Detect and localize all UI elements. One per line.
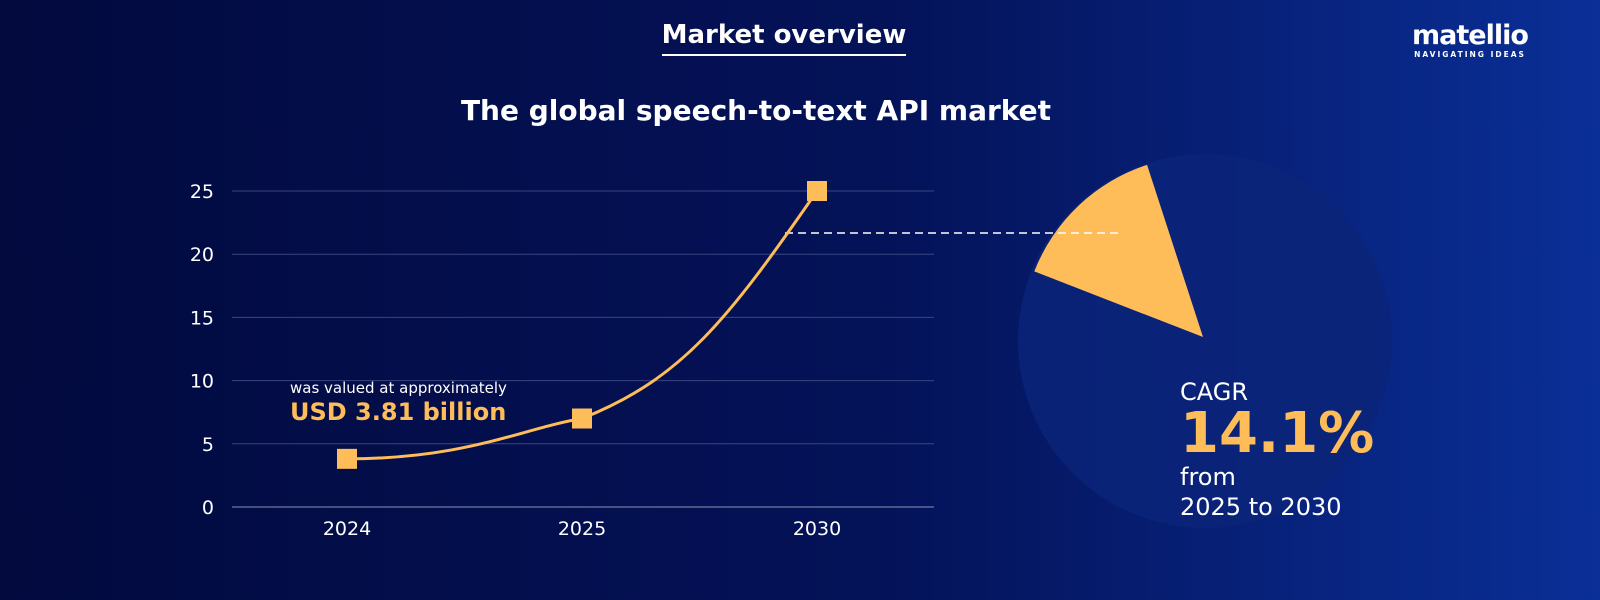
data-point <box>807 181 827 201</box>
y-tick-label: 25 <box>190 181 214 203</box>
section-title: Market overview <box>0 20 1568 56</box>
logo: matellio NAVIGATING IDEAS <box>1412 20 1529 60</box>
x-tick-label: 2030 <box>793 518 841 540</box>
x-tick-label: 2024 <box>323 518 371 540</box>
y-tick-label: 10 <box>190 371 214 393</box>
cagr-block: CAGR 14.1% from 2025 to 2030 <box>1180 378 1374 522</box>
cagr-label: CAGR <box>1180 378 1249 406</box>
y-tick-label: 20 <box>190 244 214 266</box>
annotation-value: USD 3.81 billion <box>290 398 507 426</box>
cagr-from: from <box>1180 463 1236 491</box>
y-tick-label: 0 <box>202 497 214 519</box>
y-tick-label: 15 <box>190 307 214 329</box>
cagr-period: 2025 to 2030 <box>1180 493 1342 521</box>
y-tick-label: 5 <box>202 434 214 456</box>
x-tick-label: 2025 <box>558 518 606 540</box>
data-point <box>337 448 357 469</box>
chart-title: The global speech-to-text API market <box>460 94 1052 127</box>
pie-slice <box>1034 164 1203 337</box>
annotation-text: was valued at approximately <box>290 379 507 397</box>
data-point <box>572 408 592 429</box>
cagr-value: 14.1% <box>1180 401 1375 466</box>
